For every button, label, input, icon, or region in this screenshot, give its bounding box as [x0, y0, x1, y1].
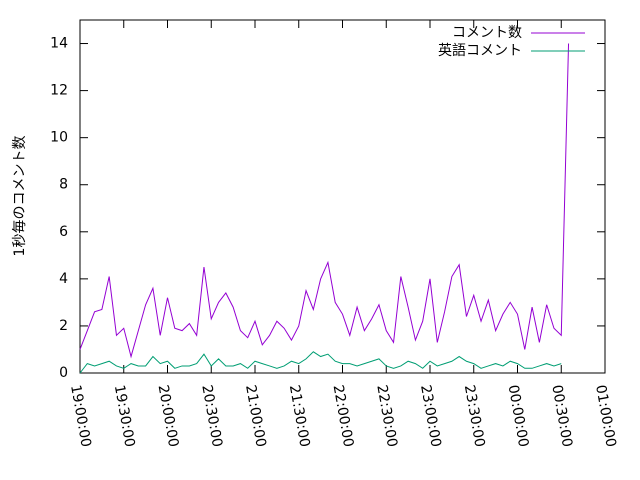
- y-tick-label: 12: [50, 83, 68, 99]
- y-tick-label: 4: [59, 271, 68, 287]
- x-tick-label: 23:30:00: [461, 384, 488, 449]
- plot-border: [79, 19, 606, 374]
- x-tick-label: 19:30:00: [111, 384, 138, 449]
- y-tick-label: 0: [59, 365, 68, 381]
- x-tick-label: 21:30:00: [286, 384, 313, 449]
- y-tick-label: 14: [50, 36, 68, 52]
- legend-label: 英語コメント: [438, 42, 522, 59]
- y-tick-label: 8: [59, 177, 68, 193]
- x-tick-label: 22:30:00: [373, 384, 400, 449]
- y-axis-label: 1秒毎のコメント数: [12, 136, 28, 257]
- x-tick-label: 19:00:00: [67, 384, 94, 449]
- x-tick-label: 20:00:00: [155, 384, 182, 449]
- x-tick-label: 20:30:00: [198, 384, 225, 449]
- x-tick-label: 21:00:00: [242, 384, 269, 449]
- legend-label: コメント数: [452, 25, 522, 41]
- x-tick-label: 23:00:00: [417, 384, 444, 449]
- x-tick-label: 22:00:00: [330, 384, 357, 449]
- x-tick-label: 00:00:00: [505, 384, 532, 449]
- series-line: [79, 351, 562, 374]
- x-tick-label: 00:30:00: [548, 384, 575, 449]
- y-tick-label: 10: [50, 130, 68, 146]
- series-line: [79, 43, 570, 359]
- y-tick-label: 6: [59, 224, 68, 240]
- x-tick-label: 01:00:00: [592, 384, 619, 449]
- y-tick-label: 2: [59, 318, 68, 334]
